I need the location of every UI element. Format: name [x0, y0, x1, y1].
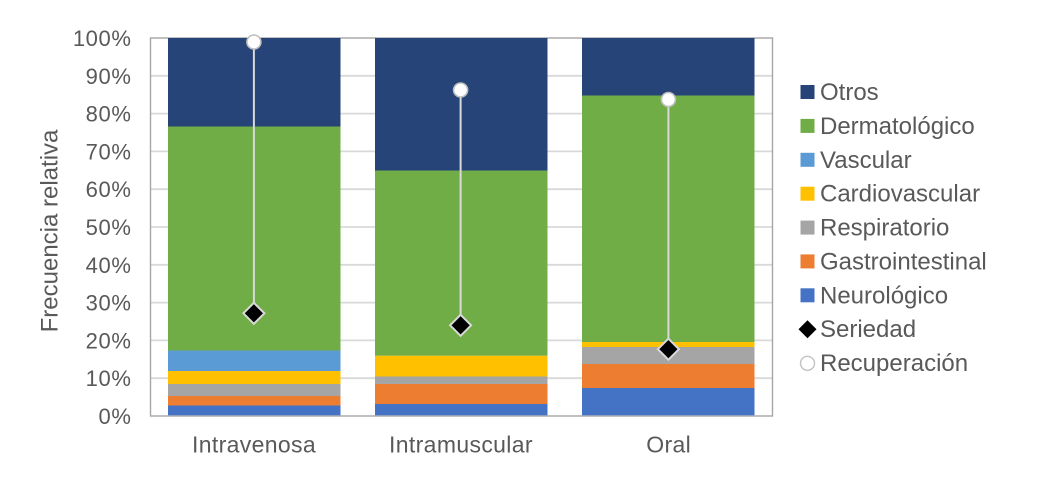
svg-text:Vascular: Vascular [820, 147, 912, 174]
svg-text:Intramuscular: Intramuscular [389, 432, 533, 458]
svg-text:Otros: Otros [820, 79, 879, 106]
svg-text:Cardiovascular: Cardiovascular [820, 181, 980, 208]
svg-text:0%: 0% [99, 404, 132, 429]
svg-text:20%: 20% [86, 328, 132, 353]
svg-text:Frecuencia relativa: Frecuencia relativa [37, 129, 64, 332]
svg-text:Respiratorio: Respiratorio [820, 215, 949, 242]
svg-text:50%: 50% [86, 215, 132, 240]
svg-text:70%: 70% [86, 139, 132, 164]
svg-text:Intravenosa: Intravenosa [192, 432, 316, 458]
svg-text:Neurológico: Neurológico [820, 282, 948, 309]
svg-text:80%: 80% [86, 102, 132, 127]
svg-text:30%: 30% [86, 291, 132, 316]
svg-text:90%: 90% [86, 64, 132, 89]
svg-text:100%: 100% [73, 26, 132, 51]
svg-text:Dermatológico: Dermatológico [820, 113, 975, 140]
svg-text:60%: 60% [86, 177, 132, 202]
svg-text:Gastrointestinal: Gastrointestinal [820, 248, 987, 275]
svg-text:10%: 10% [86, 366, 132, 391]
svg-text:Recuperación: Recuperación [820, 350, 968, 377]
svg-text:Seriedad: Seriedad [820, 316, 916, 343]
svg-text:Oral: Oral [646, 432, 691, 458]
svg-text:40%: 40% [86, 253, 132, 278]
